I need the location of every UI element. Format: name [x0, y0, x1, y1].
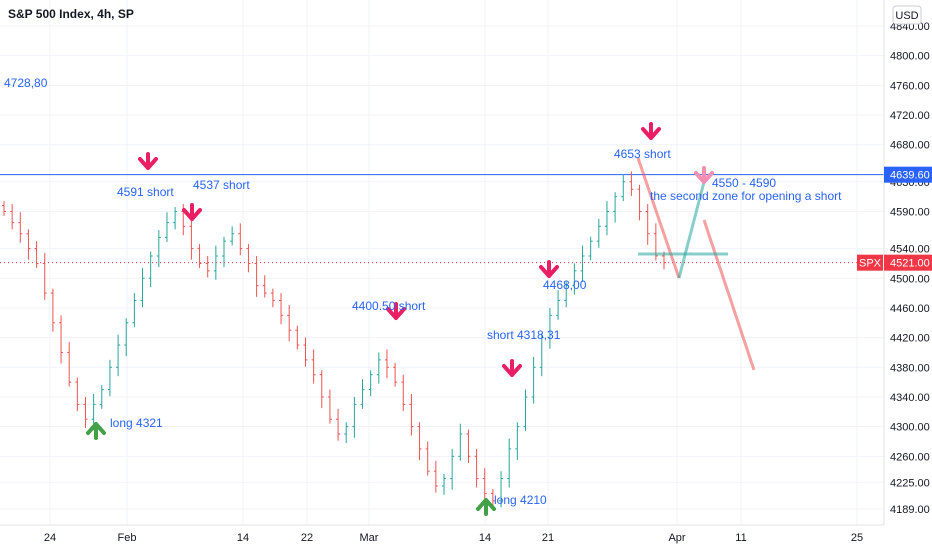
symbol-tag: [857, 254, 883, 271]
x-tick-label: Feb: [118, 532, 137, 544]
y-tick-label: 4760.00: [890, 80, 930, 92]
y-tick-label: 4260.00: [890, 451, 930, 463]
x-tick-label: Apr: [668, 532, 685, 544]
y-tick-label: 4300.00: [890, 422, 930, 434]
up-arrow-icon: [86, 422, 106, 440]
y-tick-label: 4189.00: [890, 504, 930, 516]
projection-down: [636, 157, 681, 279]
down-arrow-icon: [539, 260, 559, 278]
price-label: 4521.00: [890, 258, 930, 270]
x-tick-label: 14: [479, 532, 491, 544]
down-arrow-icon: [641, 122, 661, 140]
x-tick-label: 21: [542, 532, 554, 544]
y-axis: 4189.00 4225.00 4260.00 4300.00 4340.00 4380.…: [857, 0, 932, 550]
y-tick-label: 4420.00: [890, 333, 930, 345]
annotations: 4728,80 4591 short 4537 short 4400.50 short…: [4, 76, 842, 507]
annotation-label: 4537 short: [193, 178, 250, 192]
y-axis-strip: [884, 0, 932, 550]
x-tick-label: 11: [735, 532, 746, 544]
y-tick-label: 4500.00: [890, 273, 930, 285]
level-tag: [884, 166, 932, 183]
annotation-label: long 4321: [110, 416, 163, 430]
y-tick-label: 4340.00: [890, 392, 930, 404]
y-tick-label: 4460.00: [890, 303, 930, 315]
y-tick-label: 4800.00: [890, 51, 930, 63]
down-arrow-icon: [502, 359, 522, 377]
annotation-label: 4591 short: [117, 185, 174, 199]
down-arrow-icon: [182, 203, 202, 221]
x-tick-label: 22: [301, 532, 313, 544]
currency-badge[interactable]: USD: [892, 5, 922, 25]
annotation-label: the second zone for opening a short: [650, 189, 842, 203]
y-tick-label: 4720.00: [890, 110, 930, 122]
annotation-label: 4728,80: [4, 76, 48, 90]
annotation-label: 4468,00: [543, 278, 587, 292]
chart-title: S&P 500 Index, 4h, SP: [8, 7, 134, 21]
down-arrow-icon: [386, 302, 406, 320]
y-tick-label: 4540.00: [890, 244, 930, 256]
y-tick-label: 4225.00: [890, 477, 930, 489]
projection-lines: [636, 157, 756, 371]
signal-arrows: [86, 122, 714, 516]
y-tick-label: 4590.00: [890, 206, 930, 218]
down-arrow-icon: [694, 166, 714, 184]
y-tick-label: 4680.00: [890, 140, 930, 152]
horizontal-lines: [0, 174, 884, 264]
down-arrow-icon: [138, 152, 158, 170]
price-tag: [884, 254, 932, 271]
annotation-label: 4550 - 4590: [712, 176, 776, 190]
currency-label: USD: [895, 10, 918, 22]
symbol-label: SPX: [859, 258, 882, 270]
x-tick-label: 25: [851, 532, 863, 544]
annotation-label: short 4318,31: [487, 328, 561, 342]
level-label: 4639.60: [890, 170, 930, 182]
x-tick-label: 14: [237, 532, 249, 544]
annotation-label: 4400.50 short: [352, 299, 426, 313]
annotation-label: long 4210: [494, 493, 547, 507]
x-axis: 24 Feb 14 22 Mar 14 21 Apr 11 25: [0, 524, 884, 544]
y-tick-label: 4380.00: [890, 362, 930, 374]
up-arrow-icon: [476, 498, 496, 516]
x-tick-label: 24: [44, 532, 56, 544]
candles: [2, 171, 666, 508]
projection-down: [702, 219, 756, 371]
x-tick-label: Mar: [360, 532, 379, 544]
annotation-label: 4653 short: [614, 147, 671, 161]
projection-up: [677, 181, 706, 279]
